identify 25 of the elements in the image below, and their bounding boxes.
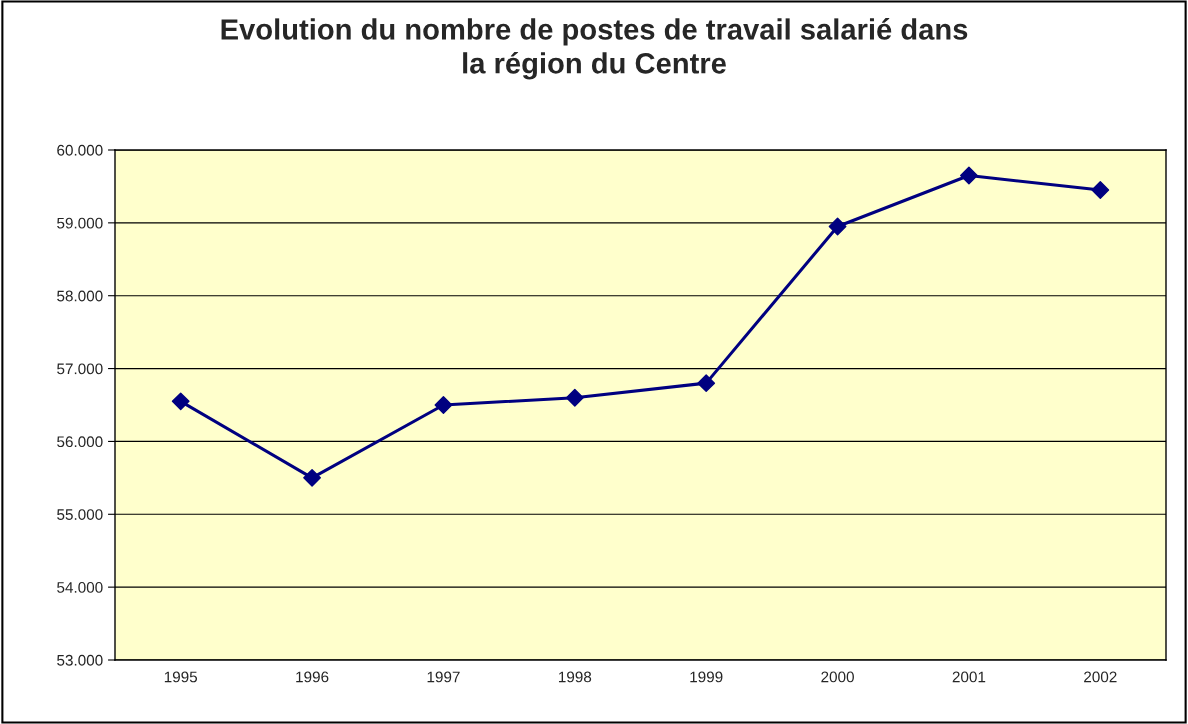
x-tick-label: 2002 (1084, 671, 1117, 683)
y-tick-label: 60.000 (57, 144, 103, 156)
y-tick-label: 54.000 (57, 582, 103, 593)
point (1091, 181, 1110, 199)
x-tick-label: 1995 (164, 671, 198, 683)
x-tick-label: 1998 (558, 671, 592, 683)
y-tick-label: 55.000 (57, 509, 103, 520)
point (697, 374, 716, 393)
point (171, 392, 190, 411)
x-tick-label: 2000 (821, 671, 854, 683)
x-tick-label: 2001 (952, 671, 986, 683)
y-tick-label: 56.000 (57, 436, 103, 448)
y-tick-label: 59.000 (57, 217, 103, 229)
x-tick-label: 1997 (427, 671, 460, 683)
point (303, 468, 321, 487)
y-tick-label: 58.000 (57, 290, 103, 302)
point (565, 388, 584, 407)
point (960, 166, 978, 185)
point (434, 396, 453, 414)
x-tick-label: 1996 (296, 671, 329, 683)
x-tick-label: 1999 (690, 671, 723, 683)
y-tick-label: 53.000 (57, 654, 103, 666)
point (828, 217, 847, 236)
y-tick-label: 57.000 (57, 363, 103, 375)
chart-title: Evolution du nombre de postes de travail salarié dans la région du Centre (221, 18, 968, 80)
